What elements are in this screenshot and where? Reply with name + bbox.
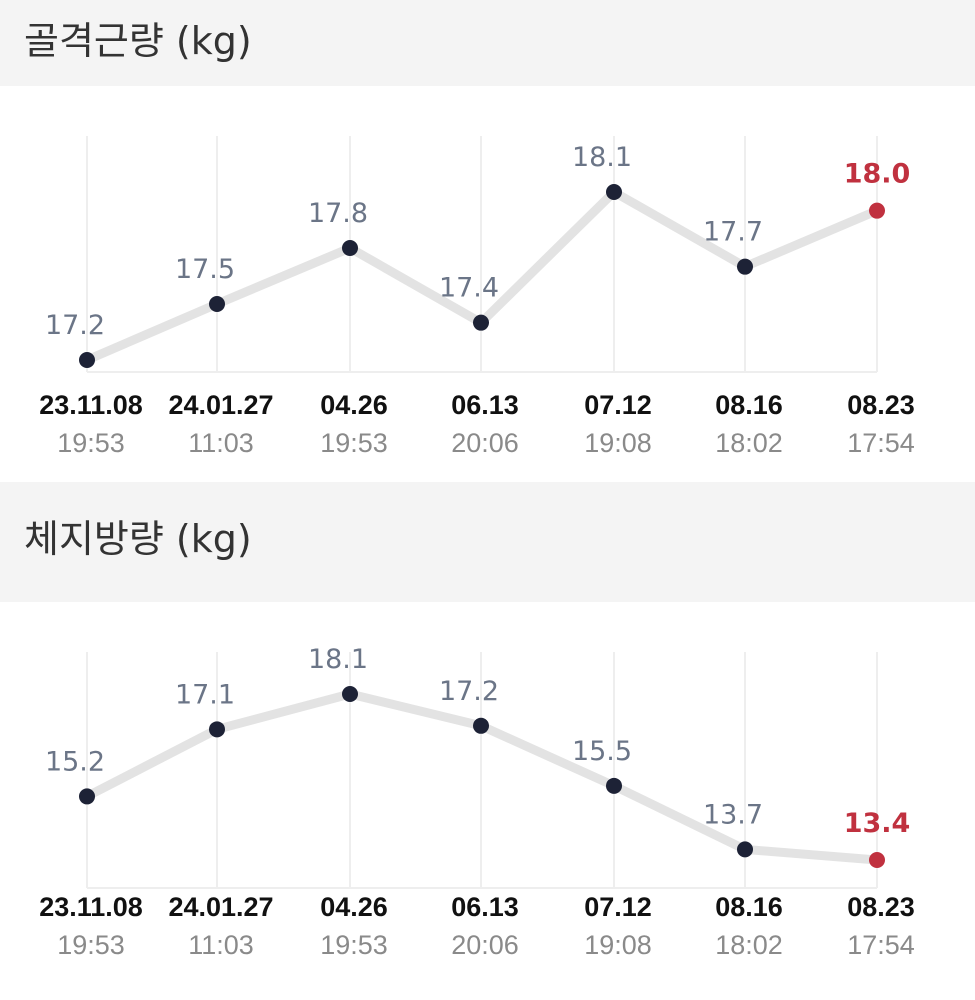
data-label: 13.7 (703, 799, 763, 830)
data-label: 17.5 (175, 254, 235, 285)
chart-title: 체지방량 (kg) (24, 517, 252, 561)
data-point[interactable] (869, 202, 885, 219)
data-point[interactable] (209, 296, 225, 312)
data-label: 17.4 (439, 273, 499, 304)
x-tick-time: 17:54 (847, 428, 915, 458)
x-tick-time: 20:06 (451, 428, 519, 458)
x-tick-date: 07.12 (584, 390, 652, 420)
x-tick-time: 11:03 (188, 428, 254, 458)
data-point[interactable] (473, 717, 489, 734)
data-label: 18.1 (572, 142, 632, 173)
skeletal-muscle-chart: 17.2 23.11.08 19:53 17.5 24.01.27 11:03 17.8 04… (39, 136, 915, 458)
data-label: 17.2 (45, 310, 105, 341)
x-tick-date: 23.11.08 (39, 390, 143, 420)
data-point[interactable] (606, 777, 622, 794)
data-point[interactable] (79, 352, 95, 368)
data-label: 17.2 (439, 676, 499, 707)
x-tick-date: 08.23 (847, 892, 915, 922)
x-tick-time: 20:06 (451, 930, 519, 960)
x-tick-time: 18:02 (715, 428, 783, 458)
x-tick-date: 08.23 (847, 390, 915, 420)
x-tick-time: 11:03 (188, 930, 254, 960)
x-tick-date: 06.13 (451, 892, 519, 922)
data-point[interactable] (869, 852, 885, 868)
data-label: 18.0 (844, 159, 911, 190)
x-tick-date: 23.11.08 (39, 892, 143, 922)
data-label: 18.1 (308, 644, 368, 675)
data-point[interactable] (79, 788, 95, 805)
chart-body: 17.2 23.11.08 19:53 17.5 24.01.27 11:03 17.8 04… (0, 86, 975, 482)
data-label: 17.7 (703, 217, 763, 248)
data-label: 17.1 (175, 679, 235, 710)
x-tick-date: 24.01.27 (168, 892, 273, 922)
data-point[interactable] (342, 686, 358, 702)
body-fat-chart: 15.2 23.11.08 19:53 17.1 24.01.27 11:03 18.1 04… (39, 644, 915, 960)
section-header: 체지방량 (kg) (0, 482, 975, 602)
x-tick-time: 19:53 (57, 428, 125, 458)
body-fat-section: 체지방량 (kg) 15.2 23.11.08 19:53 17.1 24.01.27 1… (0, 482, 975, 998)
data-point[interactable] (209, 721, 225, 738)
x-tick-date: 24.01.27 (168, 390, 273, 420)
data-point[interactable] (737, 841, 753, 858)
data-point[interactable] (737, 258, 753, 275)
data-label: 15.2 (45, 746, 105, 777)
x-tick-time: 18:02 (715, 930, 783, 960)
x-tick-time: 19:53 (57, 930, 125, 960)
chart-title: 골격근량 (kg) (24, 19, 252, 63)
chart-body: 15.2 23.11.08 19:53 17.1 24.01.27 11:03 18.1 04… (0, 602, 975, 998)
x-tick-time: 17:54 (847, 930, 915, 960)
x-tick-time: 19:53 (320, 930, 388, 960)
x-tick-date: 04.26 (320, 892, 388, 922)
data-point[interactable] (473, 314, 489, 331)
x-tick-date: 04.26 (320, 390, 388, 420)
x-tick-date: 08.16 (715, 892, 783, 922)
x-tick-date: 08.16 (715, 390, 783, 420)
data-label: 13.4 (844, 808, 911, 839)
data-label: 15.5 (572, 736, 632, 767)
data-point[interactable] (606, 184, 622, 200)
skeletal-muscle-section: 골격근량 (kg) 17.2 23.11.08 19:53 17.5 24.01.27 1… (0, 0, 975, 482)
data-point[interactable] (342, 240, 358, 256)
x-tick-time: 19:08 (584, 428, 652, 458)
x-tick-date: 06.13 (451, 390, 519, 420)
section-header: 골격근량 (kg) (0, 0, 975, 86)
x-tick-time: 19:08 (584, 930, 652, 960)
x-tick-date: 07.12 (584, 892, 652, 922)
x-tick-time: 19:53 (320, 428, 388, 458)
data-label: 17.8 (308, 198, 368, 229)
